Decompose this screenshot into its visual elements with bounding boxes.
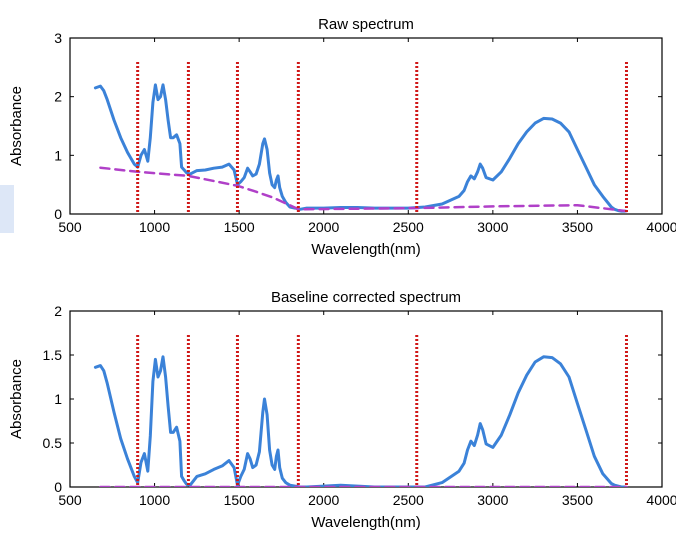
- y-tick-label: 0.5: [43, 435, 63, 451]
- x-axis-label: Wavelength(nm): [311, 241, 420, 258]
- y-axis-label: Absorbance: [8, 86, 25, 166]
- x-axis-label: Wavelength(nm): [311, 514, 420, 531]
- x-tick-label: 1500: [224, 219, 255, 235]
- y-axis-label: Absorbance: [8, 359, 25, 439]
- x-tick-label: 500: [58, 492, 82, 508]
- y-tick-label: 3: [54, 30, 62, 46]
- baseline-series-line: [99, 166, 628, 213]
- y-tick-label: 0: [54, 206, 62, 222]
- spectrum-series-line: [93, 355, 627, 487]
- y-tick-label: 0: [54, 479, 62, 495]
- x-tick-label: 2000: [308, 492, 339, 508]
- x-tick-label: 3000: [477, 219, 508, 235]
- y-tick-label: 1: [54, 391, 62, 407]
- x-tick-label: 500: [58, 219, 82, 235]
- plot-frame: [69, 310, 663, 488]
- chart-panel-1: Raw spectrum 500 1000 1500 2000 2500 3000 3500 4…: [8, 16, 676, 258]
- chart-title: Raw spectrum: [318, 16, 414, 33]
- x-tick-label: 4000: [646, 219, 676, 235]
- spectrum-series-line: [93, 83, 627, 213]
- y-tick-label: 2: [54, 303, 62, 319]
- x-tick-label: 2500: [393, 219, 424, 235]
- x-tick-label: 1000: [139, 492, 170, 508]
- chart-title: Baseline corrected spectrum: [271, 289, 461, 306]
- page-edge-artifact: [0, 185, 14, 233]
- x-tick-label: 3500: [562, 492, 593, 508]
- plot-frame: [69, 37, 663, 215]
- x-tick-label: 1000: [139, 219, 170, 235]
- x-tick-label: 2500: [393, 492, 424, 508]
- x-tick-label: 3500: [562, 219, 593, 235]
- plot-area: [93, 355, 628, 487]
- x-tick-label: 3000: [477, 492, 508, 508]
- x-tick-label: 1500: [224, 492, 255, 508]
- y-tick-label: 2: [54, 89, 62, 105]
- y-tick-label: 1.5: [43, 347, 63, 363]
- y-tick-label: 1: [54, 147, 62, 163]
- x-tick-label: 4000: [646, 492, 676, 508]
- plot-area: [93, 83, 628, 213]
- x-tick-label: 2000: [308, 219, 339, 235]
